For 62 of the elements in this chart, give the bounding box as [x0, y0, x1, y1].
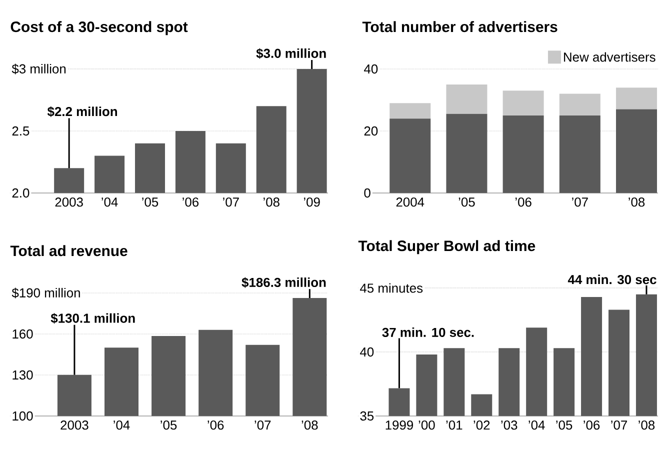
y-tick-label: $190 million — [12, 288, 80, 298]
bar — [390, 103, 431, 119]
y-tick-label: $3 million — [12, 64, 66, 74]
legend-label: New advertisers — [564, 52, 656, 62]
x-tick-label: ’07 — [611, 420, 627, 430]
x-tick-label: ’07 — [572, 198, 588, 207]
annotation: 37 min. 10 sec. — [382, 327, 474, 338]
y-tick-label: 100 — [12, 411, 33, 421]
x-tick-label: 2003 — [55, 198, 83, 207]
chart-title: Total Super Bowl ad time — [358, 240, 536, 254]
annotation: $130.1 million — [50, 313, 135, 324]
bar — [559, 94, 600, 116]
x-tick-label: ’05 — [160, 420, 177, 430]
x-tick-label: ’04 — [114, 420, 130, 430]
y-tick-label: 2.0 — [12, 188, 30, 198]
bar — [559, 115, 600, 193]
y-tick-label: 20 — [364, 126, 378, 136]
bar — [390, 118, 431, 193]
x-tick-label: ’08 — [264, 198, 280, 207]
y-tick-label: 40 — [360, 347, 374, 357]
x-tick-label: ’06 — [584, 420, 600, 430]
x-tick-label: ’07 — [254, 420, 271, 430]
bar — [446, 84, 488, 114]
chart-title: Total ad revenue — [10, 245, 128, 256]
x-tick-label: ’05 — [458, 198, 475, 207]
annotation: 44 min. 30 sec — [568, 274, 656, 284]
y-tick-label: 35 — [360, 411, 374, 421]
y-tick-label: 160 — [12, 329, 33, 339]
x-tick-label: ’08 — [628, 198, 645, 207]
x-tick-label: ’01 — [446, 420, 462, 430]
chart-title: Total number of advertisers — [362, 21, 558, 32]
annotation: $2.2 million — [47, 106, 117, 117]
y-tick-label: 0 — [364, 188, 370, 198]
x-tick-label: ’09 — [304, 198, 320, 207]
bar — [502, 115, 544, 193]
bar — [502, 90, 544, 116]
x-tick-label: 1999 — [386, 420, 414, 430]
y-tick-label: 45 minutes — [360, 283, 423, 293]
x-tick-label: 2003 — [60, 420, 88, 430]
annotation: $3.0 million — [256, 48, 326, 59]
x-tick-label: ’08 — [302, 420, 318, 430]
x-tick-label: ’02 — [474, 420, 490, 430]
bar — [446, 114, 488, 193]
y-tick-label: 2.5 — [12, 126, 30, 136]
chart-title: Cost of a 30-second spot — [10, 21, 188, 36]
x-tick-label: ’06 — [515, 198, 532, 207]
bar — [616, 88, 657, 110]
x-tick-label: ’04 — [528, 420, 545, 430]
x-tick-label: 2004 — [396, 198, 424, 207]
x-tick-label: ’04 — [102, 198, 118, 207]
x-tick-label: ’07 — [223, 198, 239, 207]
bar — [616, 109, 657, 193]
x-tick-label: ’03 — [501, 420, 518, 430]
y-tick-label: 130 — [12, 370, 33, 380]
y-tick-label: 40 — [364, 64, 378, 74]
x-tick-label: ’00 — [418, 420, 435, 430]
x-tick-label: ’05 — [556, 420, 572, 430]
x-tick-label: ’06 — [182, 198, 199, 207]
x-tick-label: ’05 — [142, 198, 158, 207]
x-tick-label: ’08 — [638, 420, 655, 430]
x-tick-label: ’06 — [208, 420, 224, 430]
annotation: $186.3 million — [242, 277, 326, 288]
